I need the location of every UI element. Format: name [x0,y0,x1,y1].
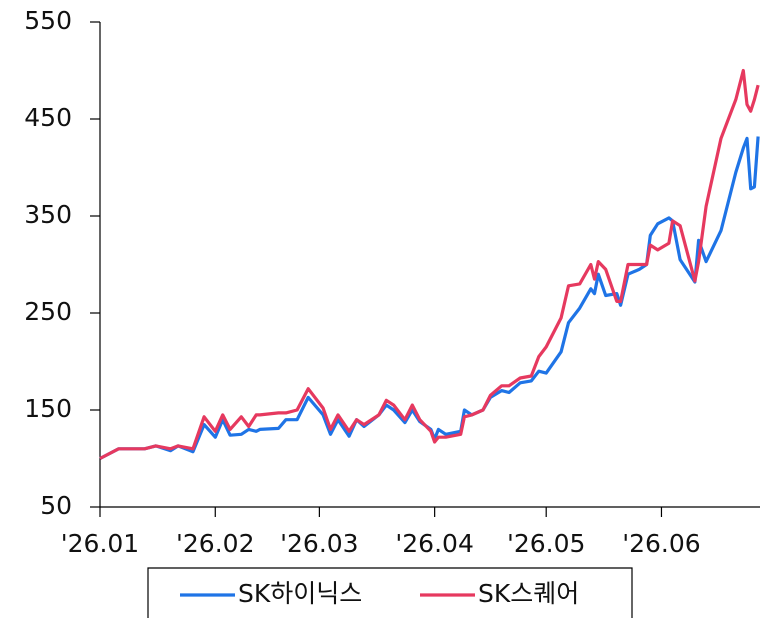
x-tick-label: '26.03 [280,529,358,558]
y-tick-label: 250 [24,297,72,326]
x-tick-label: '26.02 [176,529,254,558]
legend-box [147,567,633,618]
x-tick-label: '26.05 [507,529,585,558]
legend-label: SK하이닉스 [238,579,362,608]
series-line [99,136,760,460]
x-tick-label: '26.01 [61,529,139,558]
y-tick-label: 150 [24,394,72,423]
y-tick-label: 50 [40,491,72,520]
x-tick-label: '26.06 [622,529,700,558]
series-line [99,68,760,460]
y-tick-label: 350 [24,200,72,229]
x-tick-label: '26.04 [395,529,473,558]
y-tick-label: 450 [24,103,72,132]
y-tick-label: 550 [24,6,72,35]
legend-label: SK스퀘어 [478,579,579,608]
